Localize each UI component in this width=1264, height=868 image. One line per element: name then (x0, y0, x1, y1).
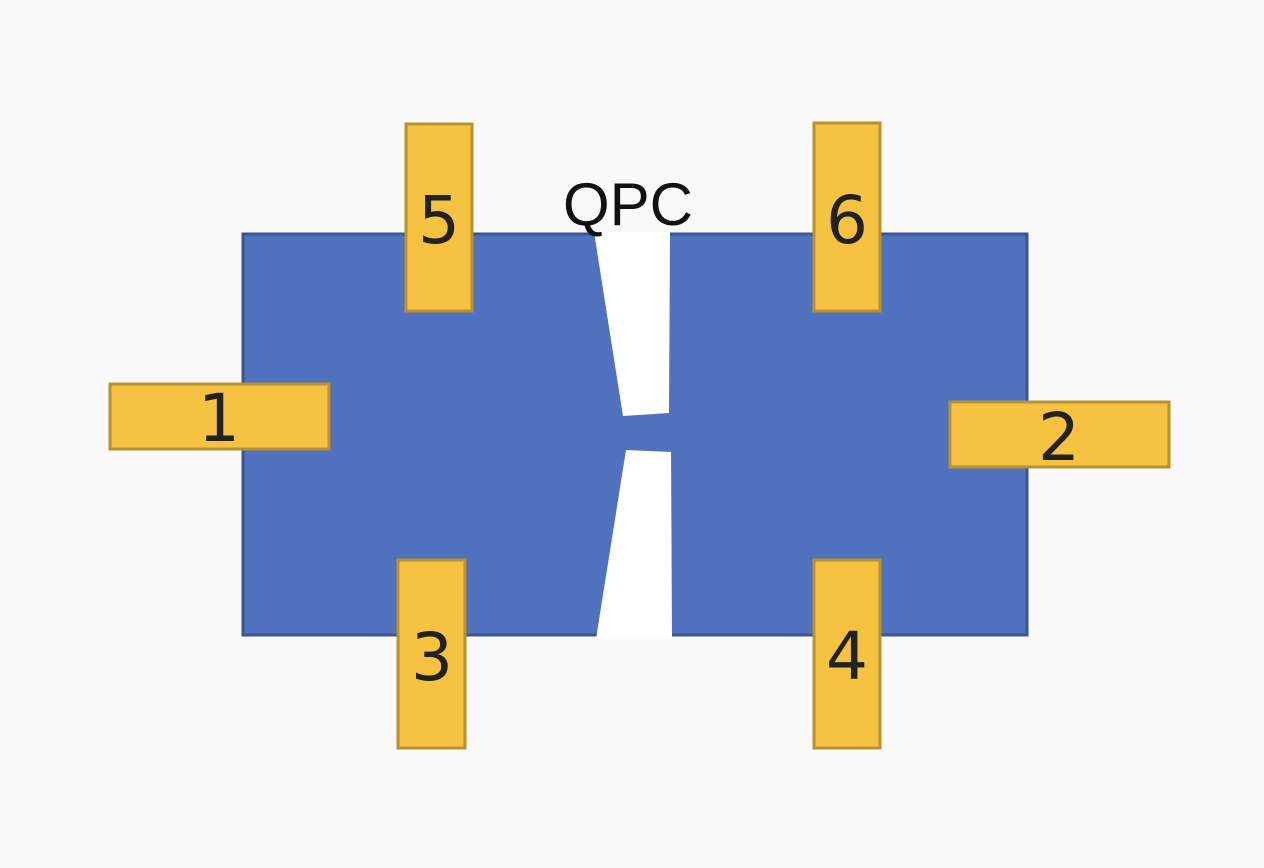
contact-3: 3 (396, 558, 467, 750)
contact-pad (396, 558, 467, 750)
contact-label: 6 (826, 182, 868, 259)
contact-6: 6 (812, 121, 882, 313)
qpc-upper-gate (594, 232, 670, 416)
contact-pad (948, 400, 1171, 469)
contact-5: 5 (404, 122, 474, 313)
contact-2: 2 (948, 399, 1171, 476)
contact-pad (812, 121, 882, 313)
contact-pad (812, 558, 882, 750)
contact-1: 1 (108, 380, 331, 457)
qpc-lower-gate (596, 450, 672, 639)
contact-pad (404, 122, 474, 313)
contact-label: 4 (826, 618, 868, 695)
contact-label: 3 (411, 619, 453, 696)
contact-label: 1 (198, 380, 240, 457)
qpc-label: QPC (563, 171, 693, 238)
contact-label: 5 (418, 182, 460, 259)
contact-4: 4 (812, 558, 882, 750)
contact-label: 2 (1038, 399, 1080, 476)
contact-pad (108, 382, 331, 451)
